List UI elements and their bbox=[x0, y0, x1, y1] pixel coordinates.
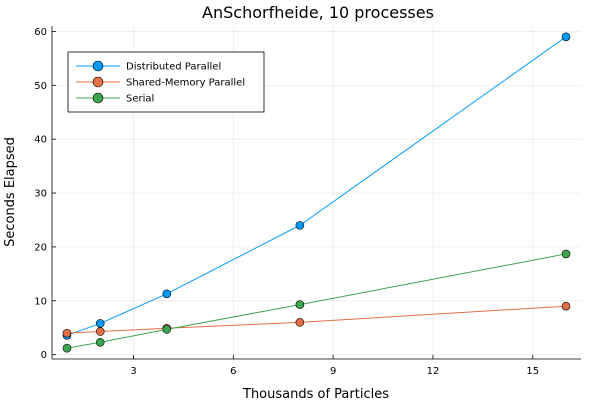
data-point bbox=[295, 221, 305, 230]
data-point bbox=[95, 319, 105, 328]
legend-item: Distributed Parallel bbox=[76, 60, 221, 73]
y-tick-label: 10 bbox=[34, 296, 47, 307]
y-ticks: 0 10 20 30 40 50 60 bbox=[34, 27, 56, 361]
x-tick-label: 3 bbox=[130, 366, 136, 377]
legend-label: Shared-Memory Parallel bbox=[126, 78, 245, 89]
legend-label: Serial bbox=[126, 94, 154, 105]
legend-item: Shared-Memory Parallel bbox=[76, 76, 245, 89]
data-point bbox=[95, 327, 105, 336]
data-point bbox=[162, 325, 172, 334]
x-tick-label: 6 bbox=[230, 366, 236, 377]
series-line-shared-memory-parallel bbox=[66, 305, 567, 334]
y-tick-label: 0 bbox=[41, 350, 47, 361]
x-axis-label: Thousands of Particles bbox=[242, 387, 389, 400]
data-point bbox=[561, 249, 571, 259]
y-tick-label: 20 bbox=[34, 242, 47, 253]
chart-title: AnSchorfheide, 10 processes bbox=[202, 3, 434, 22]
y-axis-label: Seconds Elapsed bbox=[3, 137, 18, 247]
y-tick-label: 50 bbox=[34, 81, 47, 92]
data-point bbox=[95, 337, 105, 347]
data-point bbox=[295, 318, 305, 327]
data-point bbox=[162, 289, 172, 299]
legend-marker bbox=[92, 76, 104, 88]
data-point bbox=[561, 32, 571, 42]
legend-marker bbox=[92, 60, 104, 72]
series bbox=[62, 32, 571, 353]
series-shared-memory-parallel bbox=[62, 301, 571, 338]
y-tick-label: 60 bbox=[34, 27, 47, 38]
data-point bbox=[62, 343, 72, 353]
x-ticks: 3 6 9 12 15 bbox=[130, 355, 539, 377]
data-point bbox=[295, 300, 305, 309]
legend-label: Distributed Parallel bbox=[126, 62, 221, 73]
data-point bbox=[62, 328, 72, 338]
x-tick-label: 12 bbox=[427, 366, 440, 377]
series-distributed-parallel bbox=[62, 32, 571, 340]
legend-item: Serial bbox=[76, 92, 154, 105]
y-tick-label: 30 bbox=[34, 189, 47, 200]
legend: Distributed Parallel Shared-Memory Parall… bbox=[67, 51, 265, 113]
legend-marker bbox=[92, 92, 104, 104]
data-point bbox=[561, 301, 571, 311]
y-tick-label: 40 bbox=[34, 135, 47, 146]
x-tick-label: 9 bbox=[330, 366, 336, 377]
series-serial bbox=[62, 249, 571, 353]
x-tick-label: 15 bbox=[526, 366, 539, 377]
